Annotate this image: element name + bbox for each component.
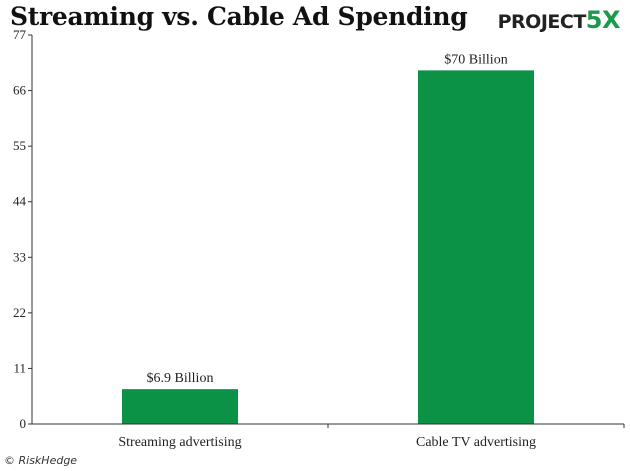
data-label: $6.9 Billion	[147, 371, 214, 386]
x-category-label: Cable TV advertising	[416, 435, 536, 450]
y-tick-label: 77	[13, 27, 27, 42]
x-category-label: Streaming advertising	[118, 435, 241, 450]
y-tick-label: 22	[13, 305, 26, 320]
y-tick-label: 11	[13, 360, 26, 375]
y-tick-label: 66	[13, 83, 27, 98]
bar	[122, 389, 238, 424]
y-tick-label: 0	[20, 416, 27, 431]
project5x-logo: PROJECT5X	[497, 6, 621, 34]
logo-text: PROJECT	[497, 11, 587, 33]
chart-title: Streaming vs. Cable Ad Spending	[10, 2, 468, 31]
logo-accent: 5X	[585, 6, 621, 34]
y-tick-label: 44	[13, 194, 27, 209]
data-label: $70 Billion	[444, 52, 507, 67]
y-tick-label: 33	[13, 249, 26, 264]
bar	[418, 70, 534, 424]
copyright-notice: © RiskHedge	[4, 454, 78, 467]
y-tick-label: 55	[13, 138, 26, 153]
